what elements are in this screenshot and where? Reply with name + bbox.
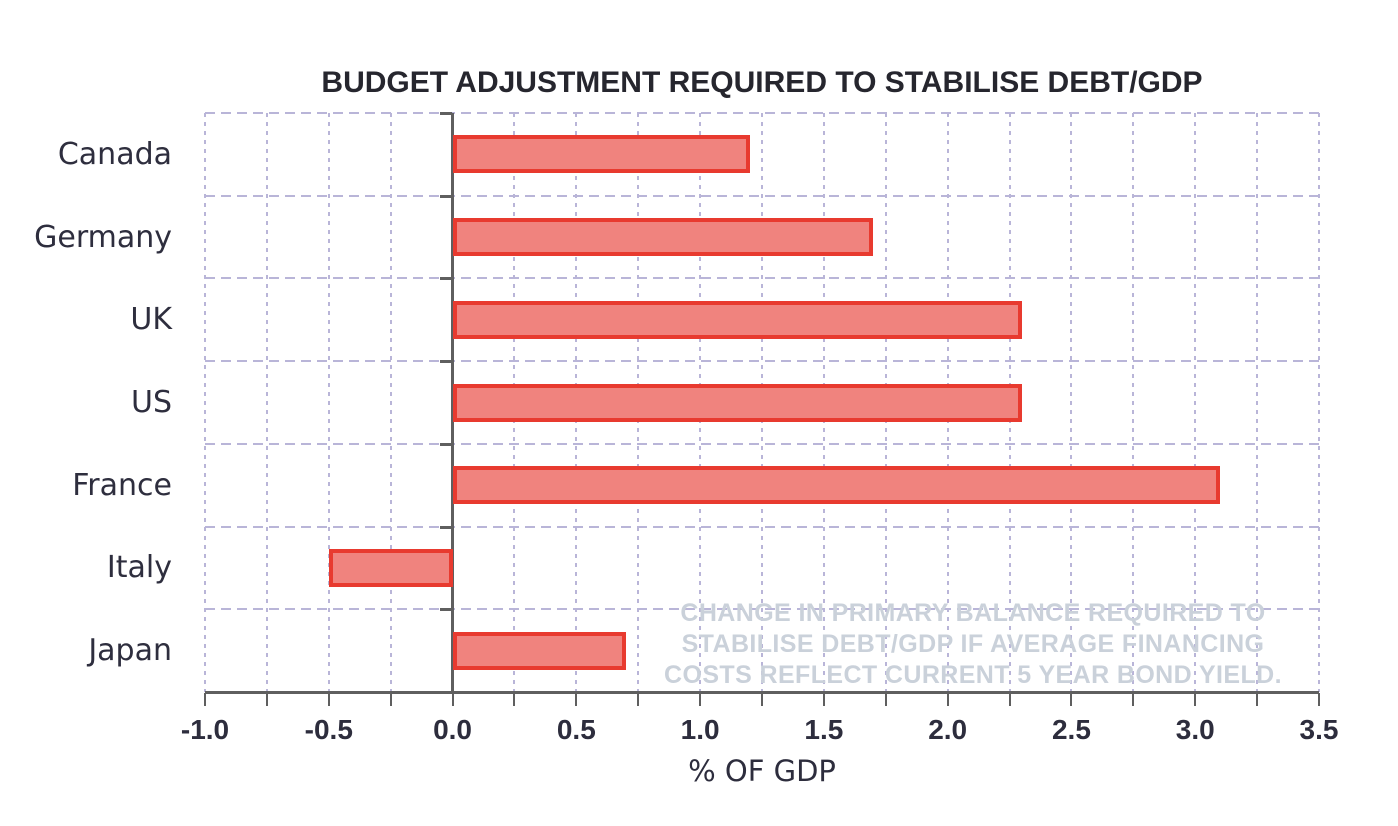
x-axis-tick bbox=[513, 693, 516, 706]
x-axis-tick bbox=[451, 693, 454, 706]
x-tick-label: -0.5 bbox=[304, 714, 353, 745]
horizontal-gridline bbox=[205, 112, 1319, 114]
bar-france bbox=[452, 466, 1220, 505]
x-axis-tick bbox=[637, 693, 640, 706]
horizontal-gridline bbox=[205, 277, 1319, 280]
bar-germany bbox=[452, 218, 874, 257]
bar-italy bbox=[328, 548, 453, 587]
horizontal-gridline bbox=[205, 442, 1319, 445]
x-axis-title: % OF GDP bbox=[688, 754, 836, 788]
annotation-note: CHANGE IN PRIMARY BALANCE REQUIRED TO ST… bbox=[631, 598, 1315, 691]
vertical-gridline bbox=[389, 113, 392, 692]
x-axis-tick bbox=[1318, 693, 1320, 706]
bar-us bbox=[452, 383, 1022, 422]
vertical-gridline bbox=[204, 113, 206, 692]
vertical-gridline bbox=[1070, 113, 1073, 692]
x-axis-tick bbox=[1256, 693, 1259, 706]
x-axis-tick bbox=[822, 693, 825, 706]
x-axis-tick bbox=[327, 693, 330, 706]
zero-axis-tick bbox=[439, 525, 452, 529]
x-axis-tick bbox=[884, 693, 887, 706]
horizontal-gridline bbox=[205, 608, 1319, 611]
x-axis-tick bbox=[204, 693, 206, 706]
y-label-canada: Canada bbox=[57, 136, 172, 172]
x-tick-label: 1.0 bbox=[680, 714, 720, 745]
x-tick-label: 0.5 bbox=[556, 714, 596, 745]
y-label-italy: Italy bbox=[106, 550, 172, 586]
x-axis-tick bbox=[946, 693, 949, 706]
x-axis-tick bbox=[1008, 693, 1011, 706]
x-axis-tick bbox=[1132, 693, 1135, 706]
x-tick-label: 1.5 bbox=[804, 714, 844, 745]
x-tick-label: -1.0 bbox=[180, 714, 230, 745]
zero-axis-tick bbox=[439, 608, 452, 612]
horizontal-gridline bbox=[205, 360, 1319, 363]
vertical-gridline bbox=[1318, 113, 1320, 692]
x-axis-tick-labels: -1.0 -0.5 0.0 0.5 1.0 1.5 2.0 2.5 3.0 3.5 bbox=[181, 714, 1339, 750]
x-axis-tick bbox=[761, 693, 763, 706]
zero-axis-tick bbox=[439, 112, 452, 115]
chart-title: BUDGET ADJUSTMENT REQUIRED TO STABILISE … bbox=[321, 66, 1203, 99]
x-tick-label: 2.5 bbox=[1051, 714, 1091, 745]
x-axis-tick bbox=[699, 693, 702, 706]
zero-axis-tick bbox=[439, 360, 452, 364]
x-axis-tick bbox=[1070, 693, 1073, 706]
vertical-gridline bbox=[1132, 113, 1135, 692]
vertical-gridline bbox=[1256, 113, 1259, 692]
zero-axis-tick bbox=[439, 277, 452, 281]
zero-axis-tick bbox=[439, 194, 452, 198]
y-label-germany: Germany bbox=[34, 219, 172, 255]
horizontal-gridline bbox=[205, 525, 1319, 528]
annotation-line-2: STABILISE DEBT/GDP IF AVERAGE FINANCING bbox=[681, 630, 1265, 658]
y-label-us: US bbox=[130, 385, 172, 421]
x-tick-label: 3.5 bbox=[1299, 714, 1339, 745]
plot-area: CHANGE IN PRIMARY BALANCE REQUIRED TO ST… bbox=[204, 112, 1320, 692]
zero-axis-tick bbox=[439, 442, 452, 446]
x-tick-label: 0.0 bbox=[433, 714, 473, 745]
x-axis-tick bbox=[265, 693, 268, 706]
vertical-gridline bbox=[1194, 113, 1197, 692]
x-axis-ticks bbox=[204, 693, 1320, 706]
x-tick-label: 3.0 bbox=[1175, 714, 1215, 745]
vertical-gridline bbox=[265, 113, 268, 692]
y-axis-category-labels: Canada Germany UK US France Italy Japan bbox=[0, 113, 174, 692]
x-axis-tick bbox=[575, 693, 578, 706]
annotation-line-3: COSTS REFLECT CURRENT 5 YEAR BOND YIELD. bbox=[664, 661, 1282, 689]
horizontal-gridline bbox=[205, 194, 1319, 197]
vertical-gridline bbox=[327, 113, 330, 692]
x-axis-tick bbox=[1194, 693, 1197, 706]
y-label-france: France bbox=[72, 467, 172, 503]
annotation-line-1: CHANGE IN PRIMARY BALANCE REQUIRED TO bbox=[680, 599, 1266, 627]
y-label-uk: UK bbox=[130, 302, 172, 338]
bar-canada bbox=[452, 135, 750, 174]
x-axis-line bbox=[205, 691, 1319, 694]
x-tick-label: 2.0 bbox=[928, 714, 968, 745]
x-axis-tick bbox=[389, 693, 392, 706]
bar-japan bbox=[452, 631, 626, 670]
y-label-japan: Japan bbox=[88, 633, 172, 669]
bar-uk bbox=[452, 300, 1022, 339]
